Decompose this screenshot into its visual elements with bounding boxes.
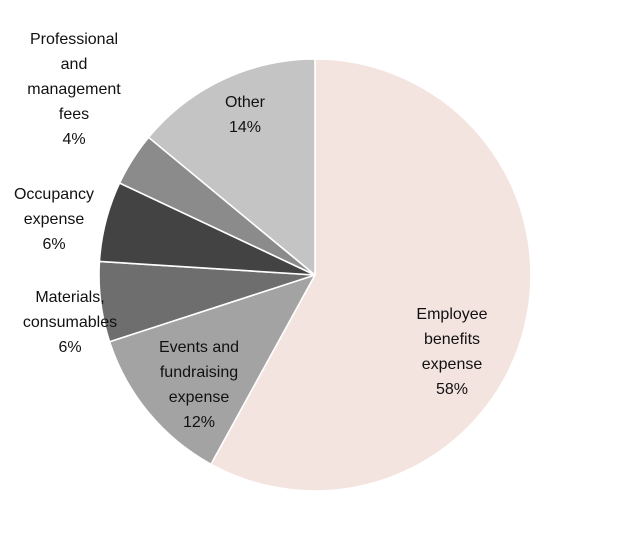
slice-label-employee-benefits-expense: Employee benefits expense 58% xyxy=(416,306,487,398)
pie-slice-events-and-fundraising-expense xyxy=(108,274,316,466)
slice-label-professional-and-management-fees: Professional and management fees 4% xyxy=(27,31,121,148)
slice-label-line: 4% xyxy=(62,131,85,148)
pie-slice-employee-benefits-expense xyxy=(210,58,532,492)
slice-label-line: 6% xyxy=(58,339,81,356)
slice-label-occupancy-expense: Occupancy expense 6% xyxy=(14,186,94,253)
slice-label-line: fundraising xyxy=(160,364,238,381)
slice-label-line: Occupancy xyxy=(14,186,94,203)
slice-label-line: Events and xyxy=(159,339,239,356)
slice-label-line: 12% xyxy=(183,414,215,431)
slice-label-line: Other xyxy=(225,94,266,111)
slice-label-line: expense xyxy=(24,211,85,228)
slice-label-line: 58% xyxy=(436,381,468,398)
slice-label-line: expense xyxy=(422,356,483,373)
slice-label-line: Employee xyxy=(416,306,487,323)
slice-label-line: consumables xyxy=(23,314,117,331)
slice-label-line: Professional xyxy=(30,31,118,48)
slice-label-line: Materials, xyxy=(35,289,104,306)
slice-label-line: management xyxy=(27,81,121,98)
slice-label-other: Other 14% xyxy=(225,94,266,136)
slice-label-line: expense xyxy=(169,389,230,406)
slice-label-line: 14% xyxy=(229,119,261,136)
slice-label-line: fees xyxy=(59,106,89,123)
pie-slice-other xyxy=(147,58,316,276)
pie-slices xyxy=(98,58,532,492)
slice-label-line: 6% xyxy=(42,236,65,253)
slice-label-line: benefits xyxy=(424,331,480,348)
slice-label-events-and-fundraising-expense: Events and fundraising expense 12% xyxy=(159,339,239,431)
slice-label-materials-consumables: Materials, consumables 6% xyxy=(23,289,117,356)
pie-labels: Employee benefits expense 58% Events and fund… xyxy=(14,31,488,431)
slice-label-line: and xyxy=(61,56,88,73)
